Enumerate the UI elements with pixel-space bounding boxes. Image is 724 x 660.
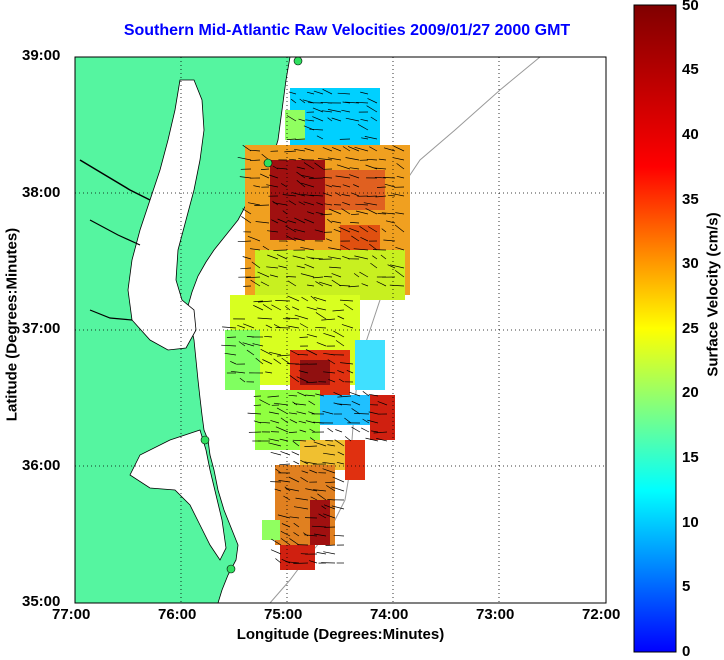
velocity-vector	[367, 196, 377, 197]
x-tick-label: 74:00	[370, 606, 408, 623]
velocity-vector	[286, 277, 296, 278]
colorbar-tick: 45	[682, 61, 699, 78]
x-tick-label: 76:00	[158, 606, 196, 623]
x-axis-label: Longitude (Degrees:Minutes)	[75, 626, 606, 643]
x-tick-label: 72:00	[582, 606, 620, 623]
velocity-vector	[300, 337, 309, 338]
y-tick-label: 37:00	[22, 320, 60, 337]
velocity-vector	[295, 139, 305, 140]
velocity-vector	[227, 337, 236, 338]
colorbar-tick: 40	[682, 126, 699, 143]
colorbar-tick: 50	[682, 0, 699, 14]
colorbar-tick: 5	[682, 578, 690, 595]
y-tick-label: 36:00	[22, 457, 60, 474]
colorbar-tick: 10	[682, 514, 699, 531]
y-tick-label: 35:00	[22, 593, 60, 610]
colorbar-tick: 20	[682, 384, 699, 401]
x-tick-label: 73:00	[476, 606, 514, 623]
colorbar-tick: 35	[682, 191, 699, 208]
station-cape-may	[264, 159, 272, 167]
station-hatteras	[227, 565, 235, 573]
colorbar-tick: 15	[682, 449, 699, 466]
colorbar	[634, 5, 676, 652]
velocity-vector	[377, 187, 386, 188]
colorbar-tick: 25	[682, 320, 699, 337]
velocity-vector	[273, 250, 287, 251]
station-north	[294, 57, 302, 65]
y-tick-label: 39:00	[22, 47, 60, 64]
y-tick-label: 38:00	[22, 184, 60, 201]
colorbar-label: Surface Velocity (cm/s)	[705, 175, 722, 415]
velocity-vector	[293, 563, 308, 564]
colorbar-tick: 30	[682, 255, 699, 272]
y-axis-label: Latitude (Degrees:Minutes)	[4, 205, 21, 445]
velocity-vector	[309, 178, 323, 179]
station-virginia-beach	[201, 436, 209, 444]
velocity-vector	[276, 328, 290, 329]
x-tick-label: 75:00	[264, 606, 302, 623]
velocity-vector	[378, 214, 386, 215]
colorbar-tick: 0	[682, 643, 690, 660]
